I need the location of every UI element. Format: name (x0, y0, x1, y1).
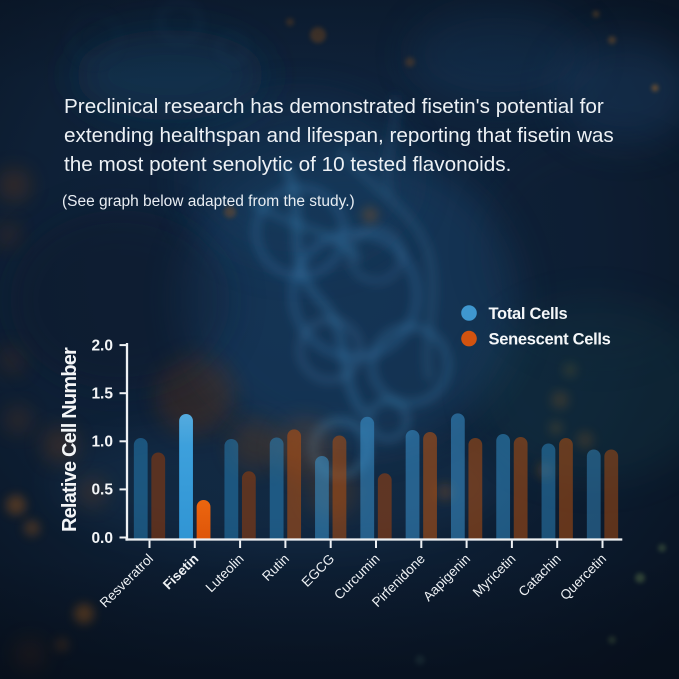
svg-text:EGCG: EGCG (299, 551, 338, 590)
svg-text:Aapigenin: Aapigenin (420, 551, 473, 604)
svg-text:0.5: 0.5 (91, 482, 113, 499)
svg-text:Relative Cell Number: Relative Cell Number (59, 347, 81, 532)
svg-text:Quercetin: Quercetin (557, 551, 609, 603)
svg-text:Total Cells: Total Cells (489, 305, 568, 323)
svg-text:Fisetin: Fisetin (160, 551, 201, 592)
svg-text:Luteolin: Luteolin (203, 551, 247, 595)
svg-text:1.0: 1.0 (91, 434, 113, 451)
svg-text:1.5: 1.5 (91, 386, 113, 403)
svg-text:Rutin: Rutin (259, 551, 292, 584)
svg-text:Myricetin: Myricetin (470, 551, 519, 600)
svg-text:Senescent Cells: Senescent Cells (489, 331, 611, 349)
svg-text:2.0: 2.0 (91, 337, 113, 354)
svg-text:0.0: 0.0 (91, 530, 113, 547)
svg-text:Resveratrol: Resveratrol (97, 551, 156, 610)
